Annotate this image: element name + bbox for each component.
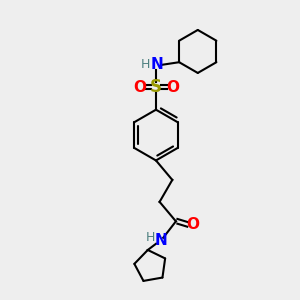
Text: H: H <box>146 231 155 244</box>
Text: N: N <box>151 57 164 72</box>
Text: S: S <box>150 78 162 96</box>
Text: O: O <box>133 80 146 95</box>
Text: H: H <box>141 58 150 71</box>
Text: N: N <box>155 233 167 248</box>
Text: O: O <box>187 217 200 232</box>
Text: O: O <box>166 80 179 95</box>
